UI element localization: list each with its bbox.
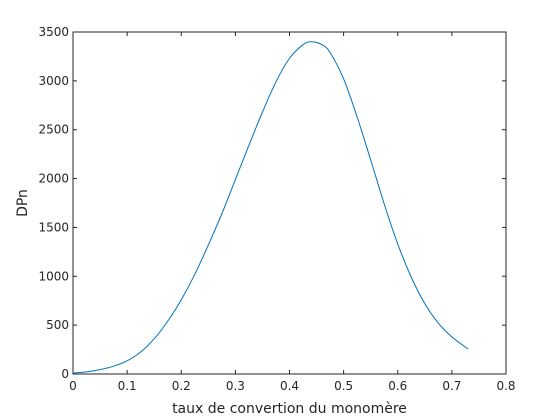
y-tick-label: 2500 (38, 123, 69, 137)
x-tick-label: 0.2 (172, 379, 191, 393)
x-tick-label: 0.8 (496, 379, 515, 393)
x-tick-label: 0.3 (226, 379, 245, 393)
x-tick-label: 0.6 (388, 379, 407, 393)
x-tick-label: 0.4 (280, 379, 299, 393)
y-tick-label: 3500 (38, 25, 69, 39)
series-line (72, 41, 469, 374)
y-tick-label: 1500 (38, 220, 69, 234)
y-tick-label: 2000 (38, 172, 69, 186)
y-tick-label: 1000 (38, 269, 69, 283)
y-tick-label: 0 (61, 367, 69, 381)
x-tick-label: 0.1 (118, 379, 137, 393)
axis-ticks (72, 31, 507, 375)
tick-labels: 0 0.1 0.2 0.3 0.4 0.5 0.6 0.7 0.8 0 500 1000 1500 200… (38, 25, 515, 393)
x-axis-label: taux de convertion du monomère (172, 401, 407, 417)
plot-area (72, 31, 507, 375)
y-tick-label: 3000 (38, 74, 69, 88)
y-axis-label: DPn (15, 189, 31, 217)
x-tick-label: 0.7 (442, 379, 461, 393)
x-tick-label: 0.5 (334, 379, 353, 393)
y-tick-label: 500 (46, 318, 69, 332)
x-tick-label: 0 (69, 379, 77, 393)
